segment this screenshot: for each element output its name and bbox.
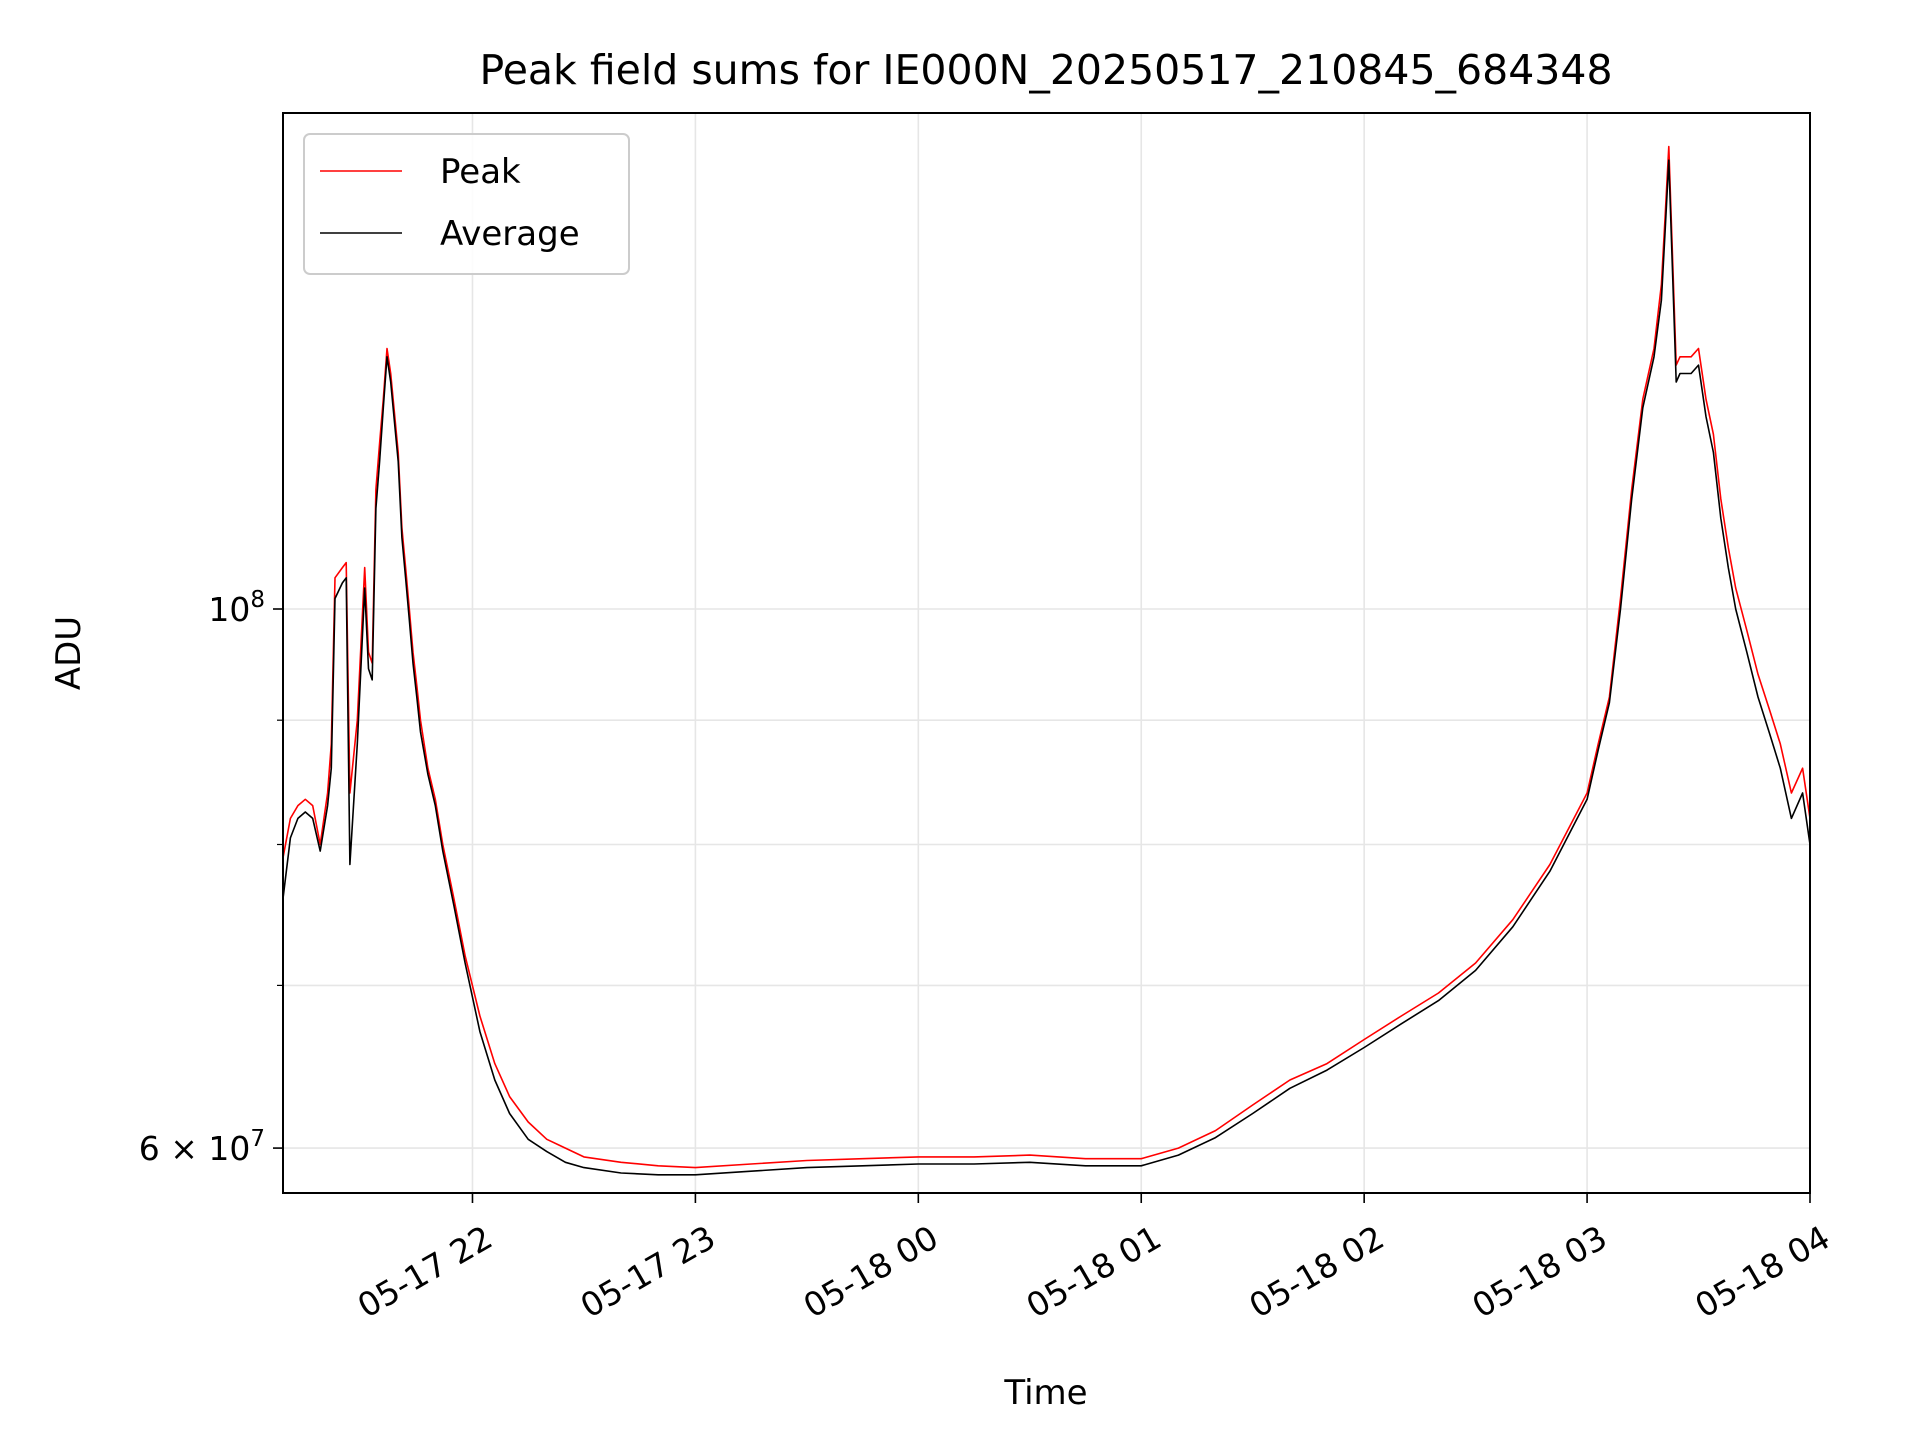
series-line-peak	[283, 145, 1810, 1169]
x-axis-label: Time	[1003, 1373, 1087, 1413]
legend-frame	[303, 133, 630, 275]
legend-label-peak: Peak	[440, 152, 521, 192]
grid	[283, 113, 1811, 1193]
plot-frame	[282, 112, 1811, 1194]
series-group	[283, 145, 1810, 1176]
legend: Peak Average	[303, 133, 630, 275]
y-tick-label: 6 × 107	[139, 1126, 265, 1168]
chart-title: Peak field sums for IE000N_20250517_2108…	[479, 46, 1612, 94]
y-axis-label: ADU	[49, 616, 89, 690]
series-line-average	[283, 159, 1810, 1176]
legend-label-average: Average	[440, 214, 580, 254]
y-tick-label: 108	[208, 587, 265, 629]
